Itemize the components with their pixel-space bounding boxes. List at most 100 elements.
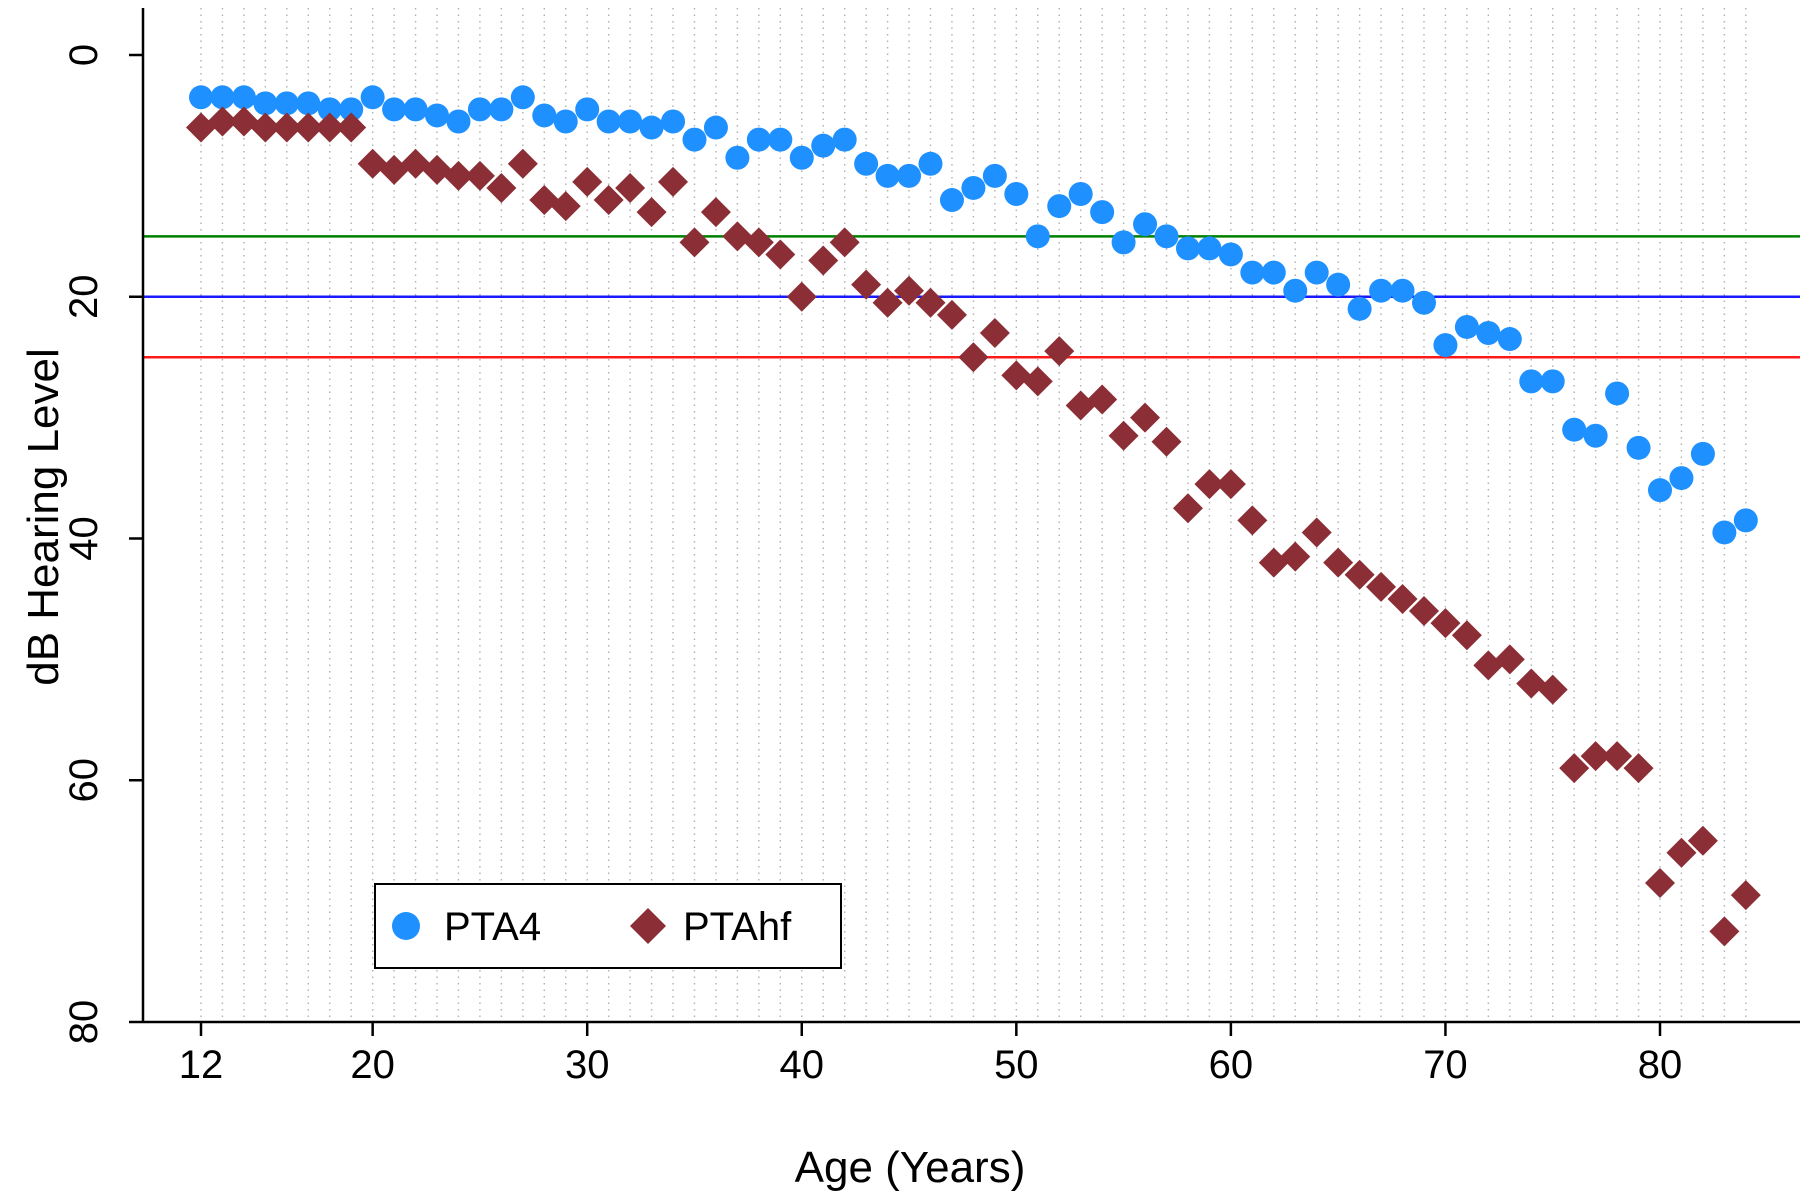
point-ptahf-52 <box>1044 336 1075 367</box>
point-pta4-34 <box>661 109 686 134</box>
y-tick-label-80: 80 <box>62 1000 106 1045</box>
point-ptahf-69 <box>1408 596 1439 627</box>
point-pta4-48 <box>961 175 986 200</box>
point-ptahf-46 <box>915 287 946 318</box>
point-ptahf-49 <box>979 318 1010 349</box>
point-ptahf-75 <box>1537 674 1568 705</box>
point-pta4-80 <box>1648 478 1672 503</box>
point-ptahf-84 <box>1730 880 1761 911</box>
point-pta4-63 <box>1283 278 1308 303</box>
point-ptahf-48 <box>958 342 989 373</box>
point-ptahf-62 <box>1258 547 1289 578</box>
point-pta4-25 <box>467 97 492 122</box>
point-ptahf-57 <box>1151 426 1182 457</box>
point-pta4-59 <box>1197 236 1222 261</box>
y-tick-label-60: 60 <box>62 758 106 803</box>
point-ptahf-65 <box>1323 547 1354 578</box>
point-pta4-42 <box>832 127 857 152</box>
point-pta4-51 <box>1025 224 1050 249</box>
point-ptahf-63 <box>1280 541 1311 572</box>
point-ptahf-80 <box>1645 867 1675 898</box>
point-ptahf-40 <box>786 281 817 312</box>
x-axis-title: Age (Years) <box>795 1143 1026 1192</box>
data-points <box>186 85 1761 947</box>
point-ptahf-21 <box>379 154 410 185</box>
point-ptahf-50 <box>1001 360 1032 391</box>
point-pta4-29 <box>553 109 578 134</box>
point-ptahf-42 <box>829 227 860 258</box>
point-pta4-14 <box>231 85 256 110</box>
point-pta4-37 <box>725 145 750 170</box>
x-tick-label-60: 60 <box>1209 1043 1254 1087</box>
point-pta4-61 <box>1240 260 1265 285</box>
point-pta4-71 <box>1454 314 1479 339</box>
point-pta4-75 <box>1540 369 1565 394</box>
point-pta4-72 <box>1476 321 1501 346</box>
point-ptahf-51 <box>1022 366 1053 397</box>
point-ptahf-18 <box>314 112 345 143</box>
point-ptahf-58 <box>1172 493 1203 524</box>
point-ptahf-38 <box>743 227 774 258</box>
point-pta4-31 <box>596 109 621 134</box>
point-pta4-18 <box>317 97 342 122</box>
point-pta4-58 <box>1175 236 1200 261</box>
point-ptahf-34 <box>658 166 689 197</box>
point-ptahf-45 <box>894 275 925 306</box>
point-pta4-16 <box>274 91 299 116</box>
point-pta4-12 <box>189 85 213 110</box>
point-pta4-27 <box>510 85 535 110</box>
point-pta4-39 <box>768 127 793 152</box>
point-ptahf-71 <box>1451 620 1482 651</box>
point-pta4-78 <box>1605 381 1630 406</box>
x-tick-label-50: 50 <box>994 1043 1039 1087</box>
point-pta4-70 <box>1433 333 1458 358</box>
point-ptahf-70 <box>1430 608 1461 639</box>
point-pta4-79 <box>1626 435 1651 460</box>
point-pta4-28 <box>532 103 557 128</box>
point-ptahf-56 <box>1130 402 1161 433</box>
point-pta4-17 <box>296 91 321 116</box>
point-ptahf-13 <box>207 106 238 137</box>
point-ptahf-76 <box>1559 753 1590 784</box>
point-pta4-30 <box>575 97 600 122</box>
point-ptahf-83 <box>1709 916 1740 947</box>
point-pta4-36 <box>703 115 728 140</box>
point-pta4-32 <box>618 109 643 134</box>
x-tick-label-12: 12 <box>179 1043 224 1087</box>
point-pta4-35 <box>682 127 707 152</box>
point-pta4-60 <box>1218 242 1243 267</box>
point-pta4-41 <box>811 133 836 158</box>
point-pta4-57 <box>1154 224 1179 249</box>
point-ptahf-53 <box>1065 390 1096 421</box>
point-pta4-73 <box>1497 327 1522 352</box>
y-axis-title: dB Hearing Level <box>19 348 68 686</box>
point-ptahf-17 <box>293 112 324 143</box>
point-ptahf-54 <box>1087 384 1118 415</box>
point-ptahf-81 <box>1666 837 1697 868</box>
point-ptahf-82 <box>1687 825 1718 856</box>
point-ptahf-24 <box>443 160 474 191</box>
point-ptahf-28 <box>529 185 560 216</box>
point-ptahf-77 <box>1580 741 1611 772</box>
point-ptahf-12 <box>186 112 216 143</box>
point-pta4-81 <box>1669 466 1694 491</box>
point-pta4-66 <box>1347 296 1372 321</box>
point-pta4-56 <box>1133 212 1158 237</box>
point-ptahf-23 <box>422 154 453 185</box>
point-pta4-77 <box>1583 423 1608 448</box>
point-pta4-46 <box>918 151 943 176</box>
point-ptahf-30 <box>572 166 603 197</box>
point-ptahf-44 <box>872 287 903 318</box>
x-tick-label-30: 30 <box>565 1043 610 1087</box>
point-pta4-54 <box>1090 200 1115 225</box>
point-pta4-64 <box>1304 260 1329 285</box>
point-pta4-65 <box>1326 272 1351 297</box>
y-tick-label-40: 40 <box>62 516 106 561</box>
point-pta4-67 <box>1369 278 1394 303</box>
point-ptahf-74 <box>1516 668 1547 699</box>
point-pta4-21 <box>382 97 407 122</box>
legend-box <box>374 883 842 969</box>
point-pta4-82 <box>1690 441 1715 466</box>
point-pta4-23 <box>425 103 450 128</box>
